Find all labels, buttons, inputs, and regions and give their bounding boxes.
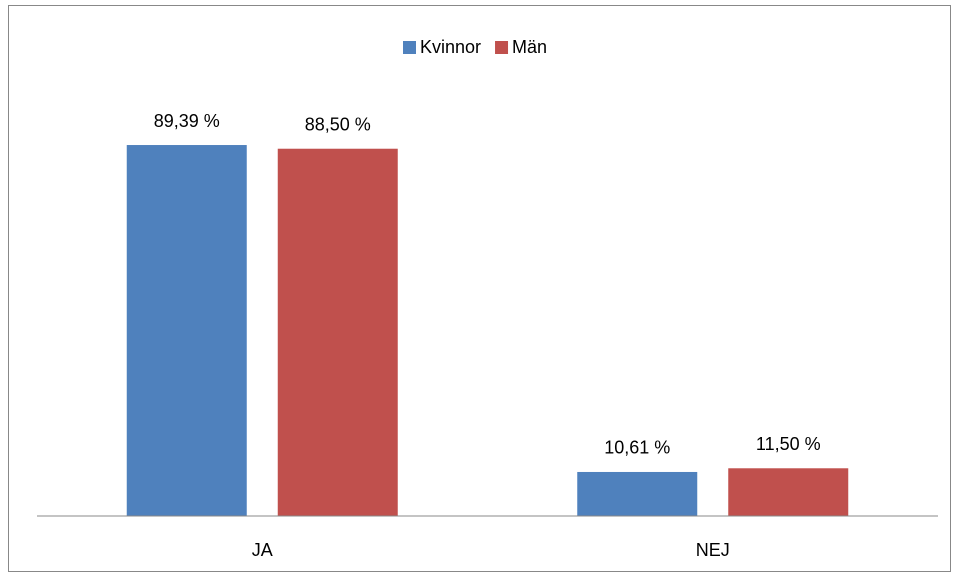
legend-swatch (495, 41, 509, 54)
legend-label: Kvinnor (420, 37, 481, 57)
data-label: 89,39 % (154, 111, 220, 131)
bar (577, 471, 698, 516)
bar (277, 148, 398, 516)
bar (126, 145, 247, 516)
data-label: 88,50 % (305, 114, 371, 134)
legend-swatch (403, 41, 416, 54)
data-label: 11,50 % (756, 434, 821, 454)
legend-label: Män (512, 37, 547, 57)
data-label: 10,61 % (604, 438, 670, 458)
bar (728, 468, 849, 516)
x-tick-label: NEJ (696, 540, 730, 560)
x-tick-label: JA (252, 540, 273, 560)
